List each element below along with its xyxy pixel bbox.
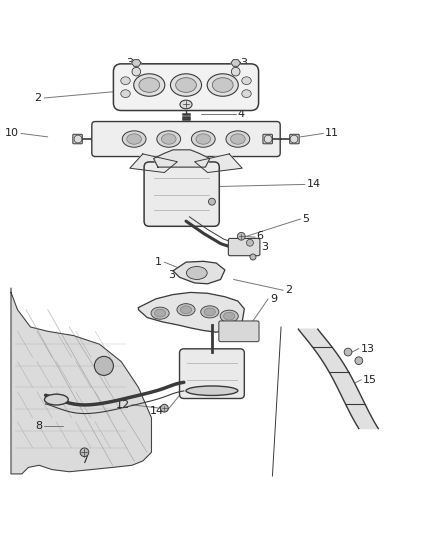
Ellipse shape — [176, 78, 196, 92]
Text: 2: 2 — [286, 285, 293, 295]
FancyBboxPatch shape — [73, 134, 82, 144]
Text: 5: 5 — [303, 214, 310, 224]
FancyBboxPatch shape — [180, 349, 244, 399]
Polygon shape — [154, 150, 210, 167]
Ellipse shape — [155, 309, 166, 317]
Text: 11: 11 — [325, 128, 339, 139]
Polygon shape — [130, 154, 177, 173]
Ellipse shape — [220, 310, 238, 322]
FancyBboxPatch shape — [92, 122, 280, 157]
FancyBboxPatch shape — [219, 321, 259, 342]
Ellipse shape — [207, 74, 238, 96]
Polygon shape — [194, 154, 242, 173]
Polygon shape — [131, 60, 141, 66]
Text: 3: 3 — [168, 270, 175, 280]
Polygon shape — [231, 60, 240, 66]
Circle shape — [80, 448, 89, 457]
Ellipse shape — [151, 307, 169, 319]
Text: 9: 9 — [270, 294, 277, 304]
Text: 13: 13 — [360, 344, 374, 353]
Text: 3: 3 — [261, 242, 268, 252]
Text: 7: 7 — [81, 455, 88, 465]
Text: 3: 3 — [240, 58, 247, 68]
Circle shape — [231, 67, 240, 76]
FancyBboxPatch shape — [113, 64, 258, 110]
Ellipse shape — [122, 131, 146, 147]
Circle shape — [208, 198, 215, 205]
Circle shape — [132, 67, 141, 76]
FancyBboxPatch shape — [290, 134, 299, 144]
Ellipse shape — [230, 134, 245, 144]
Text: 1: 1 — [155, 257, 162, 267]
Circle shape — [247, 239, 254, 246]
Ellipse shape — [180, 306, 191, 313]
FancyBboxPatch shape — [263, 134, 272, 144]
Ellipse shape — [201, 306, 219, 318]
Ellipse shape — [121, 90, 130, 98]
Ellipse shape — [204, 308, 215, 316]
Circle shape — [290, 135, 298, 143]
Text: 8: 8 — [35, 422, 42, 431]
Ellipse shape — [139, 78, 159, 92]
Ellipse shape — [180, 100, 192, 109]
Ellipse shape — [186, 386, 238, 395]
FancyBboxPatch shape — [228, 238, 260, 256]
FancyBboxPatch shape — [144, 162, 219, 227]
Circle shape — [160, 405, 168, 412]
Polygon shape — [138, 293, 244, 332]
Ellipse shape — [242, 77, 251, 85]
Text: 4: 4 — [238, 109, 245, 119]
Text: 14: 14 — [150, 406, 164, 416]
Text: 2: 2 — [34, 93, 41, 103]
Circle shape — [237, 232, 245, 240]
Ellipse shape — [212, 78, 233, 92]
Text: 6: 6 — [256, 231, 263, 241]
Ellipse shape — [242, 90, 251, 98]
Text: 3: 3 — [126, 58, 133, 68]
Circle shape — [355, 357, 363, 365]
Text: 10: 10 — [4, 128, 18, 139]
Ellipse shape — [177, 304, 195, 316]
Polygon shape — [11, 288, 152, 474]
Ellipse shape — [157, 131, 180, 147]
Ellipse shape — [45, 394, 68, 405]
Text: 15: 15 — [363, 375, 377, 385]
Polygon shape — [173, 261, 225, 284]
Ellipse shape — [196, 134, 211, 144]
Ellipse shape — [187, 266, 207, 279]
Circle shape — [264, 135, 272, 143]
Ellipse shape — [223, 312, 235, 320]
Ellipse shape — [121, 77, 130, 85]
Ellipse shape — [170, 74, 201, 96]
Ellipse shape — [161, 134, 176, 144]
Ellipse shape — [191, 131, 215, 147]
Ellipse shape — [134, 74, 165, 96]
Circle shape — [74, 135, 82, 143]
Ellipse shape — [127, 134, 141, 144]
Circle shape — [250, 254, 256, 260]
Polygon shape — [298, 329, 378, 429]
Text: 3: 3 — [141, 101, 148, 111]
Text: 12: 12 — [116, 400, 130, 410]
Circle shape — [344, 348, 352, 356]
Ellipse shape — [226, 131, 250, 147]
Text: 14: 14 — [307, 180, 321, 189]
Circle shape — [95, 357, 113, 375]
